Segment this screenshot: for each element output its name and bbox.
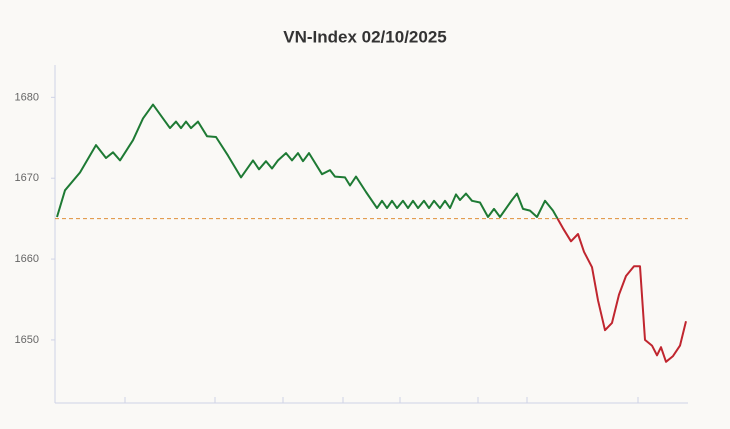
y-tick-label: 1660: [15, 253, 39, 265]
y-tick-label: 1670: [15, 172, 39, 184]
chart-title: VN-Index 02/10/2025: [283, 27, 446, 46]
y-tick-label: 1650: [15, 334, 39, 346]
y-tick-label: 1680: [15, 91, 39, 103]
index-line: [56, 103, 687, 363]
